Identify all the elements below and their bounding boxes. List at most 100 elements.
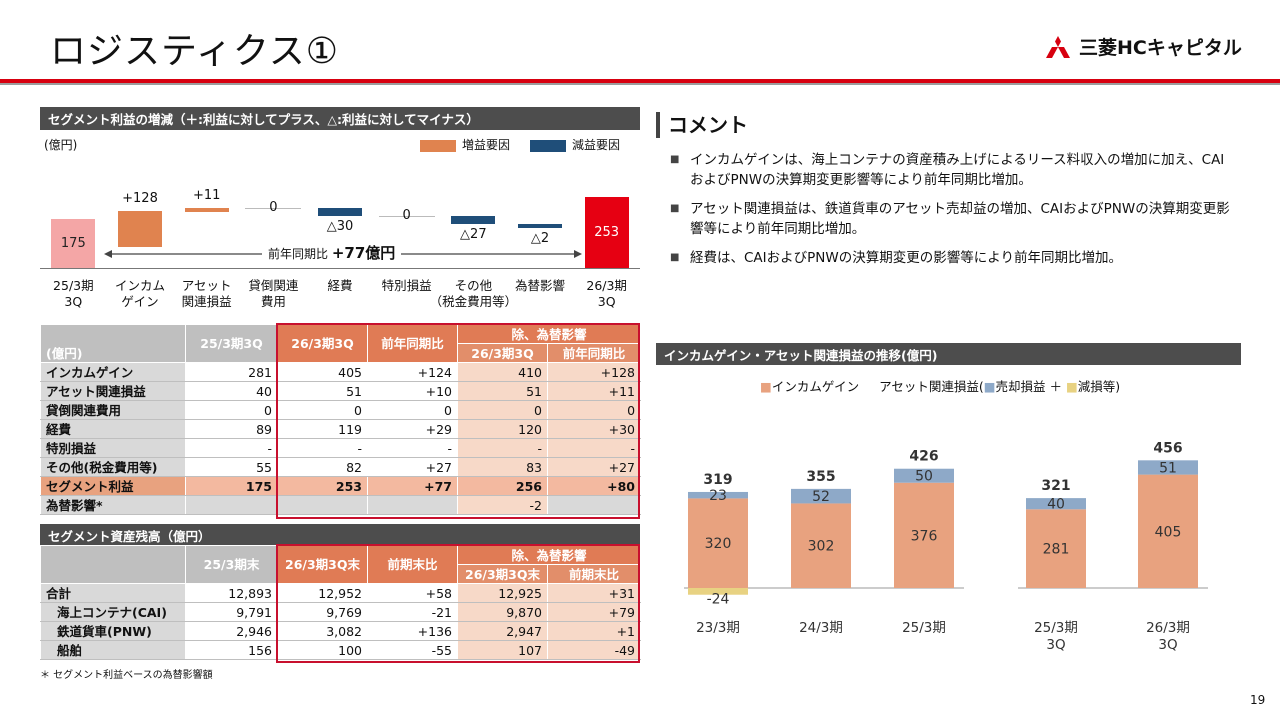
bar-income-gain [688,498,748,588]
header-rule-red [0,79,1280,83]
cell-ex-curr: 9,870 [457,602,548,622]
cell-prev: 0 [185,400,278,420]
cell-ex-curr: -2 [457,495,548,515]
table-row: 為替影響* -2 [40,495,642,515]
category-label: 24/3期 [799,620,843,636]
cell-prev: 281 [185,362,278,382]
cell-ex-curr: 0 [457,400,548,420]
asset-col-ex-chg: 前期末比 [546,564,642,584]
bar-income-gain [894,482,954,588]
cell-ex-curr: 83 [457,457,548,477]
legend-sale-swatch: ■ [983,379,996,394]
cell-chg: +136 [367,621,458,641]
logo-text: 三菱HCキャピタル [1079,37,1242,59]
cell-ex-yoy: 0 [546,400,642,420]
category-label: 26/3期 [1146,620,1190,636]
comment-item: アセット関連損益は、鉄道貨車のアセット売却益の増加、CAIおよびPNWの決算期変… [670,199,1230,239]
bar-income-label: 376 [911,528,938,544]
row-label: インカムゲイン [40,362,186,382]
cell-curr: 100 [277,640,368,660]
cell-ex-curr: 120 [457,419,548,439]
col-yoy: 前年同期比 [367,324,458,363]
waterfall-legend: 増益要因 減益要因 [420,136,620,153]
legend-impair-swatch: ■ [1065,379,1078,394]
waterfall-category-label: 25/3期 3Q [53,278,94,309]
trend-chart-legend: ■インカムゲイン アセット関連損益(■売却損益 ＋ ■減損等) [760,376,1120,395]
waterfall-chart: 175 25/3期 3Q +128 インカム ゲイン +11 アセット 関連損益 0 貸倒関連… [40,150,640,320]
waterfall-bar [451,216,496,225]
row-label: 合計 [40,583,186,603]
table-row: 特別損益 - - - - - [40,438,642,458]
waterfall-value-label: 253 [594,224,620,240]
cell-ex-yoy [546,495,642,515]
asset-col-prev: 25/3期末 [185,545,278,584]
waterfall-value-label: 175 [60,235,86,251]
cell-prev: 156 [185,640,278,660]
cell-curr: 82 [277,457,368,477]
col-curr: 26/3期3Q [277,324,368,363]
cell-curr: 119 [277,419,368,439]
legend-asset-prefix: アセット関連損益( [879,379,984,394]
bar-income-label: 405 [1155,524,1182,540]
row-label: セグメント利益 [40,476,186,496]
comment-item: インカムゲインは、海上コンテナの資産積み上げによるリース料収入の増加に加え、CA… [670,150,1230,190]
waterfall-category-label: 為替影響 [514,278,566,293]
table-row: 海上コンテナ(CAI) 9,791 9,769 -21 9,870 +79 [40,602,642,622]
cell-curr: 51 [277,381,368,401]
cell-curr: 0 [277,400,368,420]
comment-title: コメント [656,112,748,138]
waterfall-bar [51,219,96,268]
asset-col-ex-curr: 26/3期3Q末 [457,564,548,584]
bar-total-label: 321 [1041,478,1070,494]
waterfall-category-label: 貸倒関連 費用 [248,278,299,309]
yoy-label-text: 前年同期比 [268,247,329,261]
cell-prev: - [185,438,278,458]
row-label: 鉄道貨車(PNW) [40,621,186,641]
cell-ex-yoy: +11 [546,381,642,401]
row-label: 経費 [40,419,186,439]
bar-impairment [688,588,748,595]
waterfall-unit: (億円) [44,138,78,152]
cell-ex-curr: 107 [457,640,548,660]
cell-chg: -55 [367,640,458,660]
waterfall-category-label: 経費 [327,278,353,293]
bar-sale-label: 52 [812,489,830,505]
cell-curr [277,495,368,515]
row-label: 船舶 [40,640,186,660]
bar-sale-gain [894,468,954,483]
cell-yoy [367,495,458,515]
table-row: 鉄道貨車(PNW) 2,946 3,082 +136 2,947 +1 [40,621,642,641]
cell-prev: 89 [185,419,278,439]
cell-yoy: +27 [367,457,458,477]
cell-curr: 253 [277,476,368,496]
trend-chart: 320 23 -24 319 23/3期 302 52 355 24/3期 376 50 426 25/… [684,440,1208,653]
profit-unit: (億円) [40,324,186,363]
row-label: アセット関連損益 [40,381,186,401]
cell-ex-curr: 51 [457,381,548,401]
header-rule-gray [0,83,1280,85]
waterfall-header: セグメント利益の増減（＋:利益に対してプラス、△:利益に対してマイナス） [40,107,640,130]
legend-increase: 増益要因 [420,136,510,153]
asset-table: 25/3期末 26/3期3Q末 前期末比 除、為替影響 26/3期3Q末 前期末… [40,545,642,660]
legend-impair-label: 減損等) [1077,379,1121,394]
waterfall-category-label: その他 （税金費用等） [429,278,518,309]
bar-impairment-label: -24 [707,592,730,608]
table-row: インカムゲイン 281 405 +124 410 +128 [40,362,642,382]
cell-prev: 12,893 [185,583,278,603]
waterfall-bar [584,197,629,268]
legend-increase-swatch [420,139,456,152]
cell-curr: 3,082 [277,621,368,641]
cell-yoy: 0 [367,400,458,420]
cell-prev [185,495,278,515]
col-ex-group: 除、為替影響 [456,324,642,344]
profit-table: (億円) 25/3期3Q 26/3期3Q 前年同期比 除、為替影響 26/3期3… [40,324,642,515]
cell-chg: +58 [367,583,458,603]
table-row: アセット関連損益 40 51 +10 51 +11 [40,381,642,401]
waterfall-zero-line [245,208,302,210]
col-ex-yoy: 前年同期比 [546,343,642,363]
waterfall-value-label: +128 [122,191,158,207]
cell-prev: 175 [185,476,278,496]
category-label: 3Q [1158,637,1177,653]
cell-ex-yoy: +80 [546,476,642,496]
category-label: 25/3期 [902,620,946,636]
